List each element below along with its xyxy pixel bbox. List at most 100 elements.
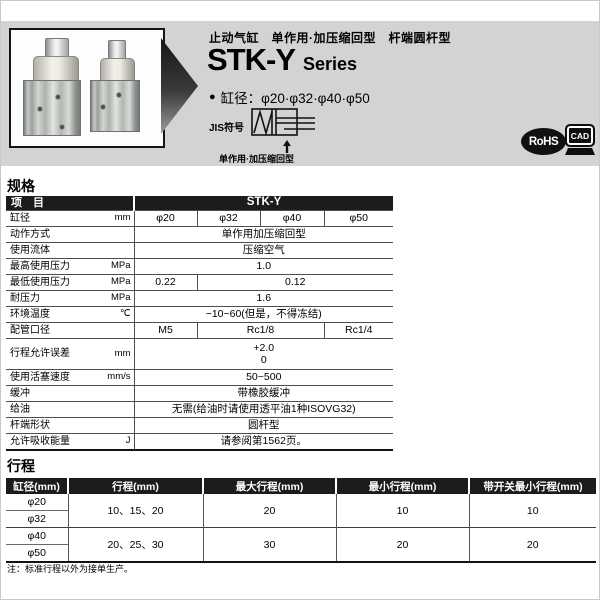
spec-value: 压缩空气: [133, 242, 393, 259]
stroke-col-header: 行程(mm): [67, 478, 203, 494]
stroke-footnote: 注：标准行程以外为接单生产。: [7, 564, 134, 574]
spec-col-series-header: STK-Y: [133, 196, 393, 211]
bore-cell: φ20: [6, 494, 68, 511]
stroke-col-header: 最大行程(mm): [202, 478, 336, 494]
spec-value: 0.22: [133, 274, 197, 291]
jis-symbol-caption: 单作用·加压缩回型: [219, 154, 294, 164]
spec-row-min-pressure: 最低使用压力 MPa 0.22 0.12: [6, 274, 393, 291]
cylinder-body: [23, 80, 81, 136]
stroke-header-row: 缸径(mm) 行程(mm) 最大行程(mm) 最小行程(mm) 带开关最小行程(…: [6, 478, 596, 494]
spec-unit: ℃: [102, 306, 134, 323]
spec-value: 无需(给油时请使用透平油1种ISOVG32): [133, 401, 393, 418]
up-arrow-icon: [283, 140, 291, 153]
spec-item-label: 耐压力: [6, 290, 102, 307]
jis-symbol: [251, 108, 315, 136]
spec-unit: [102, 417, 134, 434]
spec-unit: [102, 385, 134, 402]
spec-value: Rc1/8: [196, 322, 324, 339]
spec-unit: MPa: [102, 290, 134, 307]
tolerance-lower: 0: [260, 354, 267, 366]
spec-unit: mm: [102, 210, 134, 227]
cad-icon-screen: CAD: [565, 124, 595, 147]
spec-item-label: 缓冲: [6, 385, 102, 402]
spec-item-label: 允许吸收能量: [6, 433, 102, 450]
stroke-row: φ40 20、25、30 30 20 20: [6, 527, 596, 562]
stroke-col-header: 带开关最小行程(mm): [468, 478, 596, 494]
spec-value: φ20: [133, 210, 197, 227]
spec-section-title: 规格: [7, 178, 35, 194]
spec-header-row: 项 目 STK-Y: [6, 196, 393, 211]
spec-value: 带橡胶缓冲: [133, 385, 393, 402]
spec-value: M5: [133, 322, 197, 339]
cylinder-port-hole: [117, 93, 121, 97]
spec-value: φ50: [323, 210, 393, 227]
product-title-row: STK-Y Series: [207, 43, 357, 77]
product-subtitle: 止动气缸 单作用·加压缩回型 杆端圆杆型: [209, 31, 451, 45]
min-stroke-with-switch-cell: 20: [468, 527, 596, 562]
spec-value: φ40: [259, 210, 324, 227]
min-stroke-cell: 10: [335, 494, 469, 528]
product-title: STK-Y: [207, 42, 296, 77]
spec-item-label: 最低使用压力: [6, 274, 102, 291]
stroke-values-cell: 10、15、20: [67, 494, 203, 528]
cad-icon-label: CAD: [570, 130, 590, 141]
spec-item-label: 最高使用压力: [6, 258, 102, 275]
bore-cell: φ40: [6, 527, 68, 545]
spec-value: 请参阅第1562页。: [133, 433, 393, 450]
spec-item-label: 杆端形状: [6, 417, 102, 434]
spec-row-ambient-temp: 环境温度 ℃ −10~60(但是，不得冻结): [6, 306, 393, 323]
jis-symbol-label: JIS符号: [209, 123, 245, 134]
min-stroke-cell: 20: [335, 527, 469, 562]
cad-icon: CAD: [564, 124, 596, 155]
spec-item-label: 使用流体: [6, 242, 102, 259]
cylinder-body: [90, 80, 140, 132]
bore-cell: φ50: [27, 547, 47, 559]
stroke-col-header: 缸径(mm): [6, 478, 68, 494]
stroke-table: 缸径(mm) 行程(mm) 最大行程(mm) 最小行程(mm) 带开关最小行程(…: [6, 478, 596, 563]
max-stroke-cell: 30: [202, 527, 336, 562]
spec-value: +2.0 0: [133, 338, 393, 370]
cylinder-port-hole: [101, 105, 105, 109]
spec-row-bore: 缸径 mm φ20 φ32 φ40 φ50: [6, 210, 393, 227]
bullet-icon: ●: [209, 91, 216, 103]
spec-row-stroke-tolerance: 行程允许误差 mm +2.0 0: [6, 338, 393, 370]
cylinder-port-hole: [38, 107, 42, 111]
spec-unit: mm/s: [102, 369, 134, 386]
spec-row-action: 动作方式 单作用加压缩回型: [6, 226, 393, 243]
spec-value: 50~500: [133, 369, 393, 386]
spec-row-lubrication: 给油 无需(给油时请使用透平油1种ISOVG32): [6, 401, 393, 418]
spec-item-label: 使用活塞速度: [6, 369, 102, 386]
product-photo: [9, 28, 165, 148]
min-stroke-with-switch-cell: 10: [468, 494, 596, 528]
spec-item-label: 缸径: [6, 210, 102, 227]
spec-unit: MPa: [102, 258, 134, 275]
spec-row-piston-speed: 使用活塞速度 mm/s 50~500: [6, 369, 393, 386]
spec-unit: [102, 226, 134, 243]
spec-col-item-header: 项 目: [6, 196, 134, 211]
spec-item-label: 给油: [6, 401, 102, 418]
spec-unit: [102, 242, 134, 259]
spec-row-fluid: 使用流体 压缩空气: [6, 242, 393, 259]
cylinder-port-hole: [60, 125, 64, 129]
stroke-row: φ50: [6, 545, 596, 563]
spec-row-port-size: 配管口径 M5 Rc1/8 Rc1/4: [6, 322, 393, 339]
spec-unit: mm: [102, 338, 134, 370]
spec-value: Rc1/4: [323, 322, 393, 339]
bore-cell: φ32: [27, 513, 47, 525]
spec-value: 1.6: [133, 290, 393, 307]
spec-item-label: 动作方式: [6, 226, 102, 243]
spec-row-max-pressure: 最高使用压力 MPa 1.0: [6, 258, 393, 275]
stroke-values-cell: 20、25、30: [67, 527, 203, 562]
stroke-row: φ32: [6, 511, 596, 528]
stroke-section-title: 行程: [7, 458, 35, 474]
spec-value: −10~60(但是，不得冻结): [133, 306, 393, 323]
spec-table: 项 目 STK-Y 缸径 mm φ20 φ32 φ40 φ50 动作方式 单作用…: [6, 196, 393, 451]
spec-value: φ32: [196, 210, 260, 227]
spec-item-label: 行程允许误差: [6, 338, 102, 370]
stroke-col-header: 最小行程(mm): [335, 478, 469, 494]
spec-row-cushion: 缓冲 带橡胶缓冲: [6, 385, 393, 402]
rohs-badge-icon: RoHS: [521, 128, 566, 155]
cylinder-port-hole: [56, 95, 60, 99]
max-stroke-cell: 20: [202, 494, 336, 528]
